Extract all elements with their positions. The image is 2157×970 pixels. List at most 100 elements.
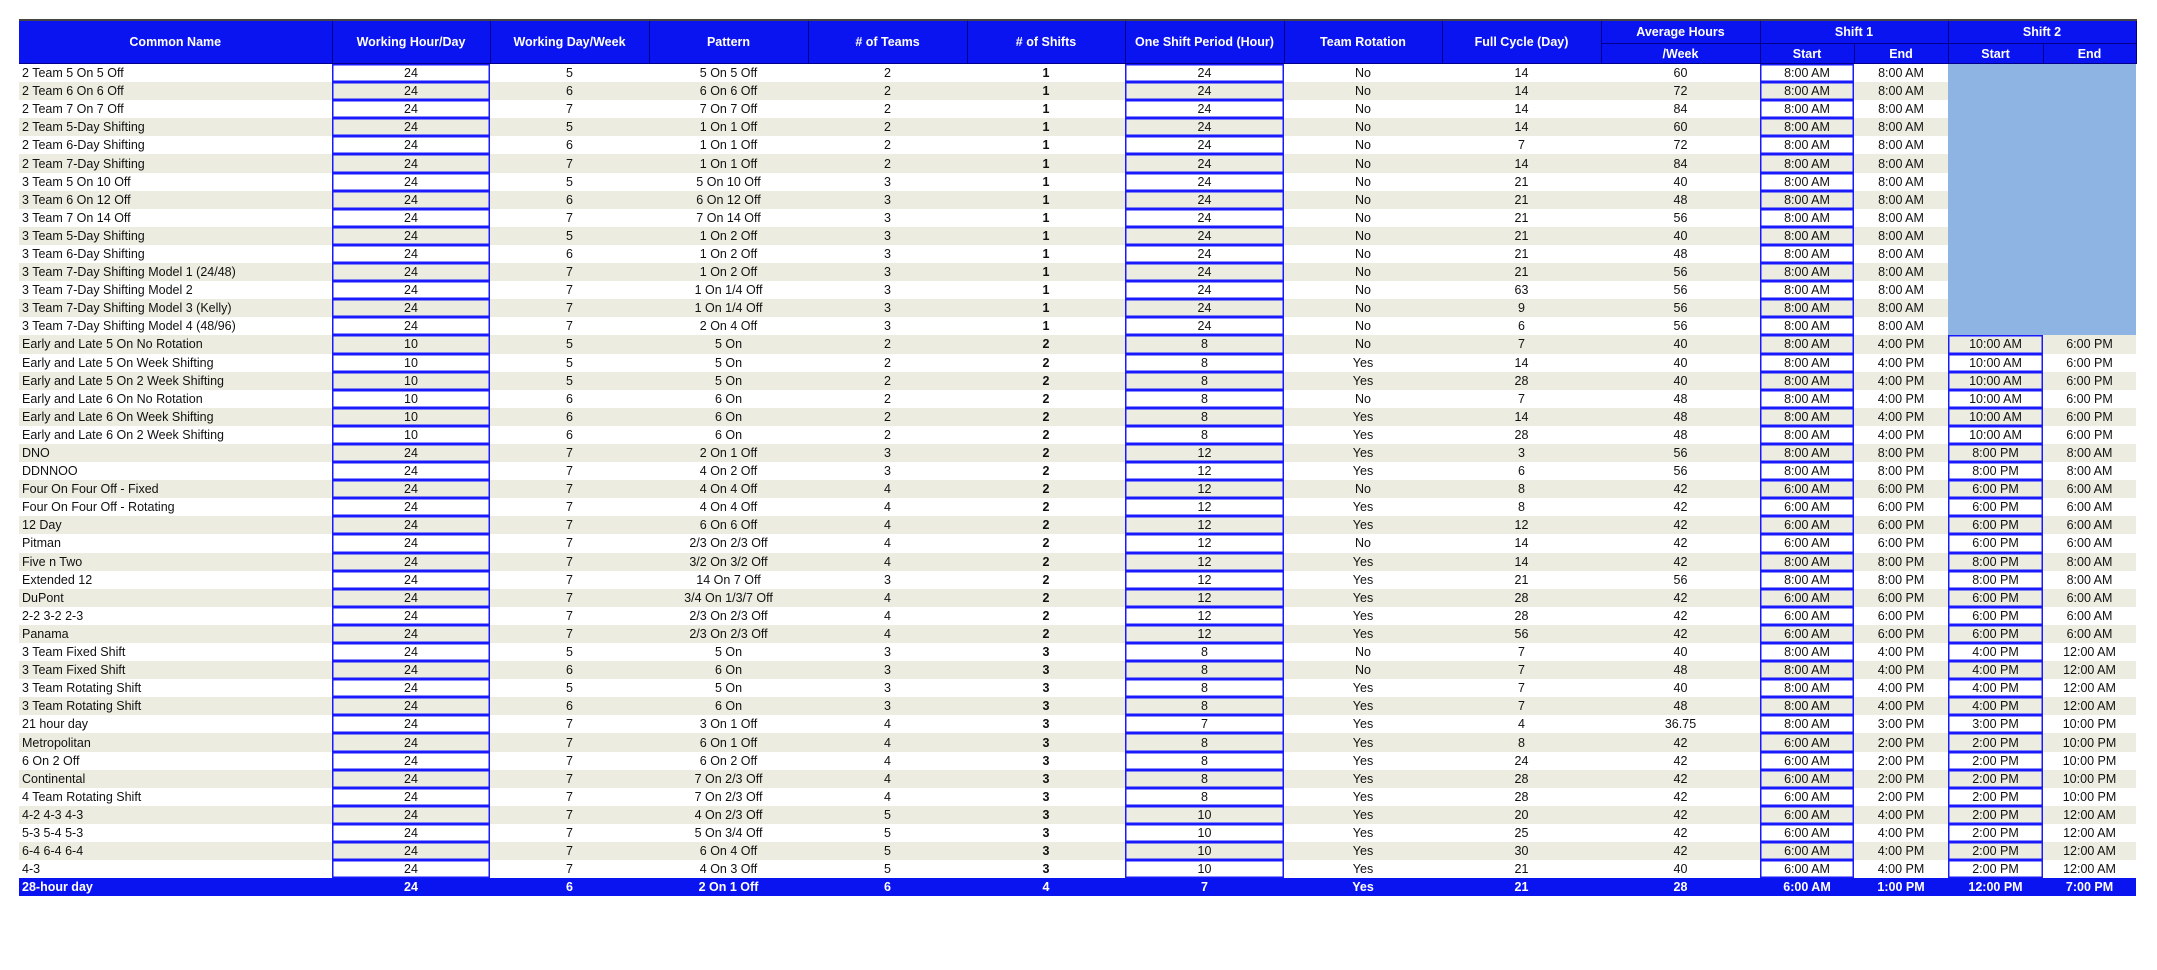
cell-num-shifts[interactable]: 1 bbox=[1042, 66, 1050, 81]
cell-common-name[interactable]: Pitman bbox=[22, 536, 61, 551]
col-header-num-shifts[interactable]: # of Shifts bbox=[967, 20, 1126, 64]
cell-team-rotation[interactable]: No bbox=[1284, 335, 1442, 354]
cell-working-day-week[interactable]: 6 bbox=[490, 661, 649, 680]
cell-full-cycle[interactable]: 20 bbox=[1442, 805, 1601, 824]
cell-shift-2-start[interactable]: 6:00 PM bbox=[1948, 624, 2043, 643]
cell-team-rotation[interactable]: Yes bbox=[1352, 464, 1374, 479]
cell-team-rotation[interactable]: No bbox=[1355, 102, 1371, 117]
cell-num-teams[interactable]: 2 bbox=[884, 427, 891, 442]
cell-shift-2-empty[interactable] bbox=[1948, 208, 2136, 227]
cell-pattern[interactable]: 4 On 4 Off bbox=[699, 500, 758, 515]
cell-working-hour-day[interactable]: 24 bbox=[332, 100, 490, 118]
cell-num-teams[interactable]: 3 bbox=[884, 464, 891, 479]
cell-common-name[interactable]: Extended 12 bbox=[22, 572, 93, 587]
cell-shift-1-end[interactable]: 8:00 AM bbox=[1854, 299, 1948, 318]
cell-team-rotation[interactable]: Yes bbox=[1284, 697, 1442, 716]
cell-shift-1-end[interactable]: 2:00 PM bbox=[1877, 789, 1925, 804]
cell-shift-2-end[interactable]: 8:00 AM bbox=[2066, 572, 2113, 587]
cell-full-cycle[interactable]: 14 bbox=[1442, 154, 1601, 173]
cell-num-shifts[interactable]: 2 bbox=[967, 624, 1125, 643]
cell-team-rotation[interactable]: No bbox=[1355, 138, 1371, 153]
cell-shift-period[interactable]: 24 bbox=[1125, 245, 1284, 263]
cell-shift-1-start[interactable]: 8:00 AM bbox=[1760, 354, 1854, 372]
cell-shift-1-start[interactable]: 8:00 AM bbox=[1760, 552, 1854, 571]
cell-full-cycle[interactable]: 21 bbox=[1514, 572, 1529, 587]
cell-full-cycle[interactable]: 21 bbox=[1514, 174, 1529, 189]
cell-common-name[interactable]: 2 Team 7 On 7 Off bbox=[22, 102, 124, 117]
cell-shift-period[interactable]: 24 bbox=[1125, 281, 1284, 299]
cell-team-rotation[interactable]: Yes bbox=[1352, 355, 1374, 370]
cell-average-hours-week[interactable]: 72 bbox=[1601, 82, 1760, 101]
cell-shift-1-start[interactable]: 8:00 AM bbox=[1760, 64, 1854, 83]
cell-num-shifts[interactable]: 2 bbox=[967, 443, 1125, 463]
col-header-pattern[interactable]: Pattern bbox=[649, 20, 809, 64]
cell-num-shifts[interactable]: 1 bbox=[1042, 174, 1050, 189]
cell-num-shifts[interactable]: 2 bbox=[967, 407, 1125, 426]
cell-shift-2-start[interactable]: 10:00 AM bbox=[1948, 390, 2043, 408]
cell-pattern[interactable]: 6 On 4 Off bbox=[649, 842, 808, 861]
cell-shift-2-end[interactable]: 6:00 AM bbox=[2043, 624, 2136, 643]
cell-num-teams[interactable]: 2 bbox=[884, 102, 891, 117]
cell-shift-period[interactable]: 7 bbox=[1125, 715, 1284, 733]
cell-shift-1-end[interactable]: 8:00 AM bbox=[1878, 138, 1924, 153]
cell-team-rotation[interactable]: No bbox=[1284, 226, 1442, 245]
cell-shift-1-start[interactable]: 8:00 AM bbox=[1760, 317, 1854, 335]
cell-full-cycle[interactable]: 8 bbox=[1442, 733, 1601, 752]
cell-common-name[interactable]: Early and Late 6 On No Rotation bbox=[22, 391, 203, 406]
cell-full-cycle[interactable]: 8 bbox=[1442, 480, 1601, 499]
cell-shift-period[interactable]: 12 bbox=[1125, 516, 1284, 535]
cell-working-day-week[interactable]: 6 bbox=[566, 391, 573, 406]
cell-team-rotation[interactable]: No bbox=[1284, 190, 1442, 209]
cell-shift-1-start[interactable]: 8:00 AM bbox=[1760, 245, 1854, 263]
cell-shift-period[interactable]: 10 bbox=[1125, 842, 1284, 861]
cell-working-hour-day[interactable]: 24 bbox=[332, 752, 490, 770]
cell-num-teams[interactable]: 6 bbox=[808, 878, 967, 897]
cell-shift-2-start[interactable]: 6:00 PM bbox=[1948, 588, 2043, 607]
col-header-team-rotation[interactable]: Team Rotation bbox=[1284, 20, 1443, 64]
cell-shift-1-end[interactable]: 4:00 PM bbox=[1877, 825, 1925, 840]
cell-working-day-week[interactable]: 7 bbox=[490, 443, 649, 463]
cell-shift-1-start[interactable]: 6:00 AM bbox=[1760, 824, 1854, 842]
cell-full-cycle[interactable]: 21 bbox=[1442, 878, 1601, 897]
cell-shift-1-end[interactable]: 4:00 PM bbox=[1854, 805, 1948, 824]
cell-shift-2-end[interactable]: 12:00 AM bbox=[2063, 862, 2116, 877]
col-header-average-hours[interactable]: Average Hours bbox=[1601, 20, 1761, 44]
cell-shift-1-start[interactable]: 8:00 AM bbox=[1760, 226, 1854, 245]
cell-working-hour-day[interactable]: 24 bbox=[332, 788, 490, 806]
cell-working-hour-day[interactable]: 24 bbox=[332, 733, 490, 752]
cell-num-teams[interactable]: 4 bbox=[884, 536, 891, 551]
cell-shift-1-end[interactable]: 4:00 PM bbox=[1877, 645, 1925, 660]
cell-working-day-week[interactable]: 5 bbox=[490, 335, 649, 354]
cell-pattern[interactable]: 5 On bbox=[714, 355, 743, 370]
cell-shift-1-start[interactable]: 8:00 AM bbox=[1760, 371, 1854, 390]
cell-num-shifts[interactable]: 3 bbox=[1042, 753, 1050, 768]
cell-working-day-week[interactable]: 7 bbox=[566, 283, 573, 298]
cell-pattern[interactable]: 3/2 On 3/2 Off bbox=[649, 552, 808, 571]
cell-shift-period[interactable]: 12 bbox=[1125, 588, 1284, 607]
cell-shift-1-end[interactable]: 4:00 PM bbox=[1854, 842, 1948, 861]
cell-shift-2-start[interactable]: 6:00 PM bbox=[1948, 480, 2043, 499]
cell-pattern[interactable]: 5 On 10 Off bbox=[696, 174, 761, 189]
cell-num-shifts[interactable]: 1 bbox=[967, 190, 1125, 209]
cell-average-hours-week[interactable]: 84 bbox=[1601, 154, 1760, 173]
cell-average-hours-week[interactable]: 36.75 bbox=[1664, 717, 1697, 732]
cell-shift-1-end[interactable]: 6:00 PM bbox=[1854, 624, 1948, 643]
cell-average-hours-week[interactable]: 40 bbox=[1673, 174, 1688, 189]
cell-full-cycle[interactable]: 14 bbox=[1442, 552, 1601, 571]
cell-common-name[interactable]: 4-3 bbox=[22, 862, 41, 877]
cell-full-cycle[interactable]: 14 bbox=[1442, 407, 1601, 426]
cell-num-shifts[interactable]: 2 bbox=[1042, 608, 1050, 623]
cell-shift-2-end[interactable]: 12:00 AM bbox=[2043, 661, 2136, 680]
cell-shift-2-empty[interactable] bbox=[1948, 63, 2136, 83]
cell-shift-period[interactable]: 8 bbox=[1125, 788, 1284, 806]
cell-team-rotation[interactable]: Yes bbox=[1284, 407, 1442, 426]
cell-common-name[interactable]: 3 Team 7-Day Shifting Model 1 (24/48) bbox=[19, 263, 332, 282]
cell-working-hour-day[interactable]: 24 bbox=[332, 607, 490, 625]
cell-num-teams[interactable]: 2 bbox=[808, 407, 967, 426]
cell-full-cycle[interactable]: 9 bbox=[1442, 299, 1601, 318]
cell-team-rotation[interactable]: No bbox=[1355, 210, 1371, 225]
cell-shift-1-start[interactable]: 8:00 AM bbox=[1760, 407, 1854, 426]
cell-common-name[interactable]: 3 Team Rotating Shift bbox=[22, 681, 142, 696]
cell-shift-2-end[interactable]: 6:00 AM bbox=[2066, 536, 2113, 551]
cell-pattern[interactable]: 6 On bbox=[714, 427, 743, 442]
